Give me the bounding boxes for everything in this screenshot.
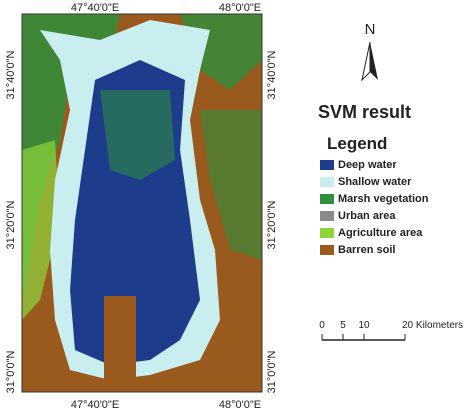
coord-label: 31°40'0"N: [5, 50, 17, 99]
coord-label: 31°40'0"N: [266, 50, 278, 99]
marsh-patch: [200, 110, 262, 260]
legend-label: Marsh vegetation: [338, 193, 429, 205]
arrow-left: [361, 41, 371, 82]
coord-label: 48°0'0"E: [219, 2, 261, 14]
legend-swatch: [320, 177, 334, 187]
legend-label: Deep water: [338, 159, 397, 171]
legend-label: Agriculture area: [338, 227, 423, 239]
scale-label: 10: [358, 320, 370, 331]
coord-label: 48°0'0"E: [219, 399, 261, 411]
legend-swatch: [320, 211, 334, 221]
coord-label: 31°20'0"N: [266, 200, 278, 249]
agriculture-patch: [22, 140, 60, 320]
map-image: [21, 13, 263, 393]
legend-label: Barren soil: [338, 244, 395, 256]
marsh-patch: [100, 90, 175, 180]
legend-label: Urban area: [338, 210, 396, 222]
legend-title: Legend: [327, 134, 387, 153]
coord-label: 47°40'0"E: [71, 399, 119, 411]
scale-label: 20 Kilometers: [402, 320, 463, 331]
legend: Deep water Shallow water Marsh vegetation U…: [320, 159, 429, 256]
north-arrow: N: [361, 21, 378, 82]
north-label: N: [365, 21, 376, 38]
coord-label: 31°0'0"N: [5, 351, 17, 394]
legend-swatch: [320, 194, 334, 204]
legend-label: Shallow water: [338, 176, 412, 188]
legend-swatch: [320, 228, 334, 238]
marsh-patch: [22, 14, 120, 300]
legend-swatch: [320, 245, 334, 255]
map-frame: [21, 13, 263, 393]
arrow-right: [370, 42, 378, 80]
scale-label: 5: [340, 320, 346, 331]
legend-swatch: [320, 160, 334, 170]
scale-label: 0: [319, 320, 325, 331]
coord-label: 31°20'0"N: [5, 200, 17, 249]
coord-label: 31°0'0"N: [266, 351, 278, 394]
map-title: SVM result: [318, 102, 411, 122]
coord-label: 47°40'0"E: [71, 2, 119, 14]
barren-block: [104, 296, 136, 380]
scale-bar: 0 5 10 20 Kilometers: [319, 320, 463, 341]
